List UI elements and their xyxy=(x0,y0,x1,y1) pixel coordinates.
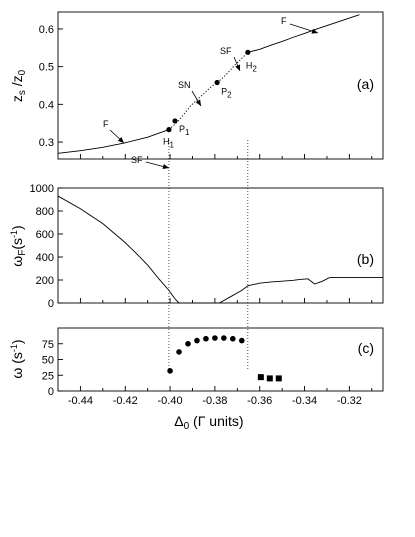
data-point xyxy=(167,368,173,374)
label-P1: P1 xyxy=(179,124,190,137)
frequency-curve xyxy=(219,277,383,304)
y-tick-label: 0.6 xyxy=(39,24,54,36)
y-axis-label: ω (s-1) xyxy=(9,339,25,378)
arrowhead xyxy=(195,99,201,106)
unstable-branch xyxy=(216,52,249,83)
x-tick-label: -0.38 xyxy=(202,395,227,407)
panel-b: 0 200 400 600 800 1000 ωF(s-1) (b) xyxy=(9,183,384,310)
y-tick-label: 25 xyxy=(42,370,54,382)
x-tick-label: -0.44 xyxy=(68,395,93,407)
data-point xyxy=(203,335,209,342)
y-tick-label: 75 xyxy=(42,339,54,351)
label-P2: P2 xyxy=(221,86,232,99)
y-tick-label: 200 xyxy=(36,275,54,287)
stable-branch xyxy=(247,14,360,53)
annotation-F: F xyxy=(281,16,287,26)
y-tick-label: 1000 xyxy=(30,183,54,195)
frequency-curve xyxy=(57,195,180,304)
panel-c: -0.44 -0.42 -0.40 -0.38 -0.36 -0.34 -0.32 0 25 50… xyxy=(9,327,384,432)
x-tick-label: -0.36 xyxy=(247,395,272,407)
x-tick-label: -0.34 xyxy=(292,395,317,407)
y-axis-label: zs /z0 xyxy=(9,69,28,102)
plot-frame xyxy=(57,187,384,304)
data-point xyxy=(230,335,236,342)
data-point xyxy=(176,349,182,355)
bifurcation-point xyxy=(214,79,220,86)
arrowhead xyxy=(162,163,169,170)
y-tick-label: 600 xyxy=(36,229,54,241)
y-tick-label: 400 xyxy=(36,252,54,264)
y-tick-label: 0 xyxy=(48,386,54,398)
data-point xyxy=(185,340,191,347)
x-tick-label: -0.40 xyxy=(158,395,183,407)
y-tick-label: 0.5 xyxy=(39,62,54,74)
annotation-SF: SF xyxy=(220,46,232,56)
data-point-square xyxy=(257,374,264,381)
data-point xyxy=(221,335,227,341)
bifurcation-point xyxy=(172,118,178,124)
x-tick-label: -0.32 xyxy=(337,395,362,407)
x-tick-label: -0.42 xyxy=(113,395,138,407)
data-point xyxy=(212,335,218,341)
annotation-SN: SN xyxy=(178,80,191,90)
bifurcation-point xyxy=(166,127,172,133)
y-tick-label: 800 xyxy=(36,206,54,218)
annotation-SF: SF xyxy=(131,155,143,165)
data-point xyxy=(194,337,200,344)
y-axis-label: ωF(s-1) xyxy=(9,225,28,266)
data-point-square xyxy=(275,375,282,382)
arrowhead xyxy=(117,137,124,143)
label-H1: H1 xyxy=(163,137,175,150)
y-tick-label: 0 xyxy=(48,298,54,310)
panel-label: (a) xyxy=(357,76,374,92)
label-H2: H2 xyxy=(246,60,258,73)
stable-branch xyxy=(57,129,170,154)
panel-a: 0.3 0.4 0.5 0.6 zs /z0 (a) F SF SN SF F H1 P1 P2 H2 xyxy=(9,11,384,170)
plot-frame xyxy=(57,11,384,160)
y-tick-label: 0.3 xyxy=(39,137,54,149)
y-tick-label: 50 xyxy=(42,355,54,367)
arrowhead xyxy=(311,28,318,34)
bifurcation-point xyxy=(245,49,251,55)
arrowhead xyxy=(235,64,241,71)
panel-label: (b) xyxy=(357,251,374,267)
x-axis-label: Δ0 (Γ units) xyxy=(174,413,243,432)
plot-frame xyxy=(57,327,384,392)
annotation-F: F xyxy=(103,119,109,129)
data-point xyxy=(238,337,245,344)
y-tick-label: 0.4 xyxy=(39,99,54,111)
panel-label: (c) xyxy=(358,340,374,356)
reference-dotted-lines xyxy=(168,140,249,370)
data-point-square xyxy=(266,375,273,382)
